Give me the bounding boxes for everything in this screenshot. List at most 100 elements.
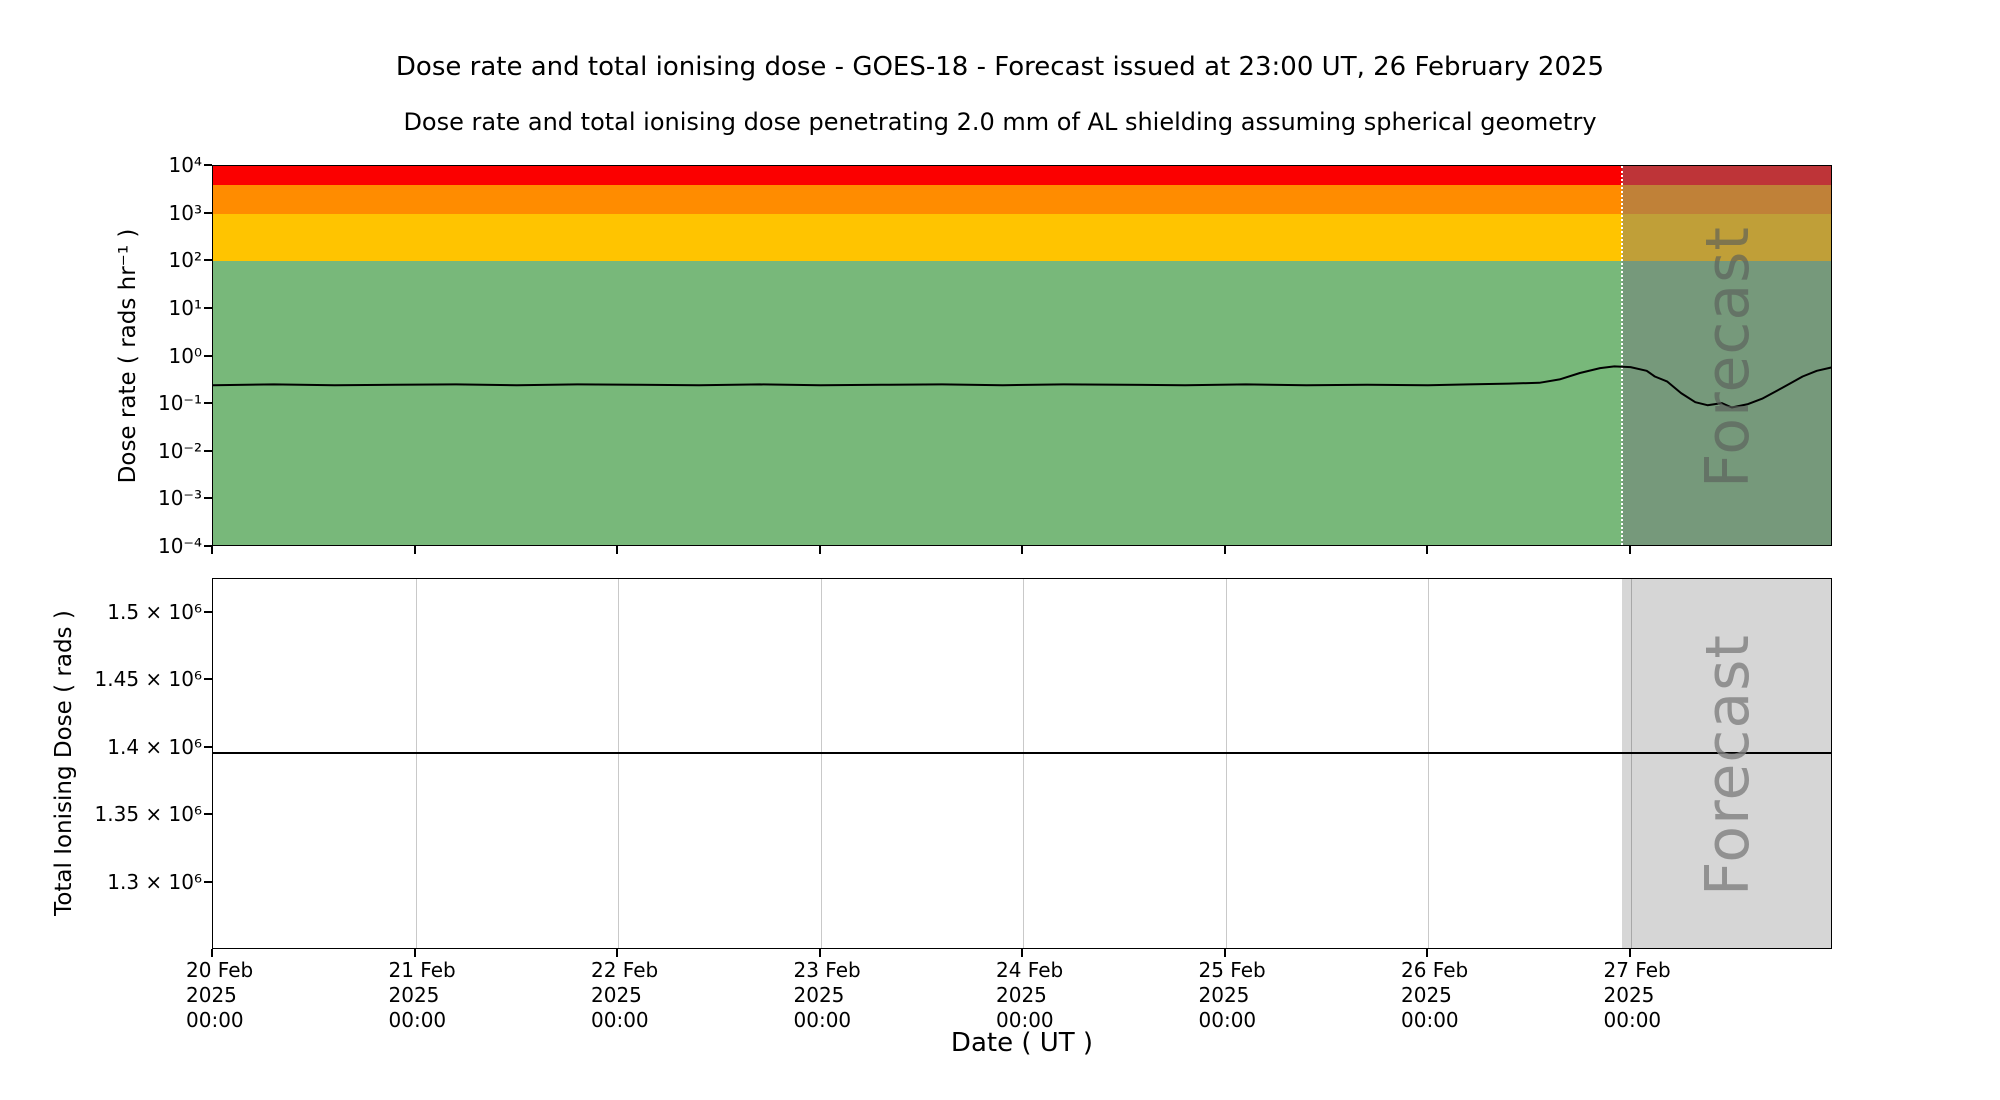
chart-subtitle: Dose rate and total ionising dose penetr… xyxy=(403,108,1597,136)
x-tick-label-line: 2025 xyxy=(1198,983,1250,1007)
x-tick-label-line: 26 Feb xyxy=(1401,958,1469,982)
x-tick-label-line: 2025 xyxy=(1401,983,1452,1007)
x-tick-label: 27 Feb 2025 00:00 xyxy=(1604,958,1671,1033)
y-tick xyxy=(204,259,212,262)
x-tick xyxy=(1628,546,1631,554)
total-ionising-dose-panel: Forecast xyxy=(212,578,1832,949)
day-gridline xyxy=(415,579,417,948)
y-tick-label: 1.35 × 10⁶ xyxy=(94,802,202,827)
y-tick xyxy=(204,306,212,309)
x-axis-label: Date ( UT ) xyxy=(950,1028,1094,1058)
y-tick-label: 10⁻² xyxy=(157,438,202,463)
x-tick-label-line: 00:00 xyxy=(1198,1008,1257,1032)
x-tick-label-line: 2025 xyxy=(388,983,440,1007)
forecast-start-line xyxy=(1621,166,1624,545)
forecast-label: Forecast xyxy=(1692,633,1763,896)
y-tick-label: 1.45 × 10⁶ xyxy=(94,667,202,692)
x-tick-label-line: 2025 xyxy=(186,983,237,1007)
x-tick-label-line: 24 Feb xyxy=(996,958,1064,982)
day-gridline xyxy=(1428,579,1429,948)
dose_rate-plot xyxy=(213,365,1831,409)
y-tick-label: 1.3 × 10⁶ xyxy=(107,869,202,894)
x-tick-label-line: 00:00 xyxy=(793,1008,852,1032)
x-tick xyxy=(211,546,213,554)
y-tick xyxy=(204,610,212,613)
band-orange-high xyxy=(213,184,1831,214)
day-gridline xyxy=(618,579,619,948)
x-tick xyxy=(211,949,213,957)
chart-title: Dose rate and total ionising dose - GOES… xyxy=(395,52,1605,82)
forecast-region xyxy=(1622,579,1831,948)
x-tick xyxy=(818,546,821,554)
x-tick xyxy=(413,546,416,554)
x-tick xyxy=(616,949,618,957)
band-yellow-elevated xyxy=(213,213,1831,262)
x-tick-label-line: 00:00 xyxy=(1401,1008,1459,1032)
band-red-severe xyxy=(213,166,1831,185)
y-tick-label: 1.5 × 10⁶ xyxy=(107,599,202,624)
x-tick-label-line: 00:00 xyxy=(996,1008,1054,1032)
y-tick-label: 10³ xyxy=(168,200,202,225)
y-tick xyxy=(204,211,212,214)
x-tick-label-line: 27 Feb xyxy=(1603,958,1671,982)
x-tick-label: 25 Feb 2025 00:00 xyxy=(1199,958,1266,1033)
day-gridline xyxy=(1023,579,1024,948)
forecast-region xyxy=(1622,166,1831,545)
x-tick-label: 26 Feb 2025 00:00 xyxy=(1401,958,1468,1033)
y-tick xyxy=(204,545,212,547)
x-tick xyxy=(1021,949,1023,957)
y-tick-label: 10⁻³ xyxy=(157,486,202,511)
x-tick-label-line: 00:00 xyxy=(186,1008,244,1032)
y-tick xyxy=(204,402,212,405)
y-tick-label: 10² xyxy=(168,248,202,273)
y-tick xyxy=(204,678,212,681)
x-tick-label-line: 2025 xyxy=(996,983,1047,1007)
dose-rate-line xyxy=(213,365,1831,409)
x-tick-label-line: 2025 xyxy=(1603,983,1655,1007)
x-tick-label-line: 23 Feb xyxy=(793,958,861,982)
x-tick-label: 23 Feb 2025 00:00 xyxy=(794,958,861,1033)
x-tick-label-line: 2025 xyxy=(591,983,642,1007)
y-tick xyxy=(204,354,212,357)
day-gridline xyxy=(1630,579,1632,948)
y-tick-label: 10¹ xyxy=(168,295,202,320)
x-tick xyxy=(616,546,618,554)
y-tick xyxy=(204,497,212,500)
y-tick-label: 10⁻¹ xyxy=(157,391,202,416)
x-tick-label-line: 21 Feb xyxy=(388,958,456,982)
x-tick-label-line: 22 Feb xyxy=(591,958,659,982)
x-tick-label: 24 Feb 2025 00:00 xyxy=(996,958,1063,1033)
x-tick xyxy=(1223,949,1226,957)
day-gridline xyxy=(1225,579,1227,948)
x-tick-label: 22 Feb 2025 00:00 xyxy=(591,958,658,1033)
x-tick xyxy=(1426,949,1428,957)
x-tick xyxy=(1223,546,1226,554)
x-tick-label-line: 00:00 xyxy=(388,1008,447,1032)
dose-rate-panel: Forecast xyxy=(212,165,1832,546)
x-tick xyxy=(818,949,821,957)
day-gridline xyxy=(820,579,822,948)
x-tick xyxy=(1426,546,1428,554)
x-tick-label-line: 00:00 xyxy=(591,1008,649,1032)
y-tick-label: 10⁻⁴ xyxy=(157,534,202,558)
y-tick xyxy=(204,880,212,883)
x-tick-label: 20 Feb 2025 00:00 xyxy=(186,958,253,1033)
x-tick-label-line: 00:00 xyxy=(1603,1008,1662,1032)
x-tick xyxy=(413,949,416,957)
y-tick-label: 10⁴ xyxy=(168,153,202,177)
x-tick xyxy=(1021,546,1023,554)
forecast-label: Forecast xyxy=(1692,225,1763,488)
x-tick-label: 21 Feb 2025 00:00 xyxy=(389,958,456,1033)
x-tick-label-line: 2025 xyxy=(793,983,845,1007)
y-tick-label: 1.4 × 10⁶ xyxy=(107,734,202,759)
y-tick xyxy=(204,164,212,166)
total_ionising_dose-plot xyxy=(213,752,1831,754)
x-tick-label-line: 25 Feb xyxy=(1198,958,1266,982)
y-tick xyxy=(204,449,212,452)
x-tick xyxy=(1628,949,1631,957)
y-tick xyxy=(204,745,212,748)
x-tick-label-line: 20 Feb xyxy=(186,958,254,982)
y-tick-label: 10⁰ xyxy=(168,343,202,368)
band-green-nominal xyxy=(213,261,1831,545)
